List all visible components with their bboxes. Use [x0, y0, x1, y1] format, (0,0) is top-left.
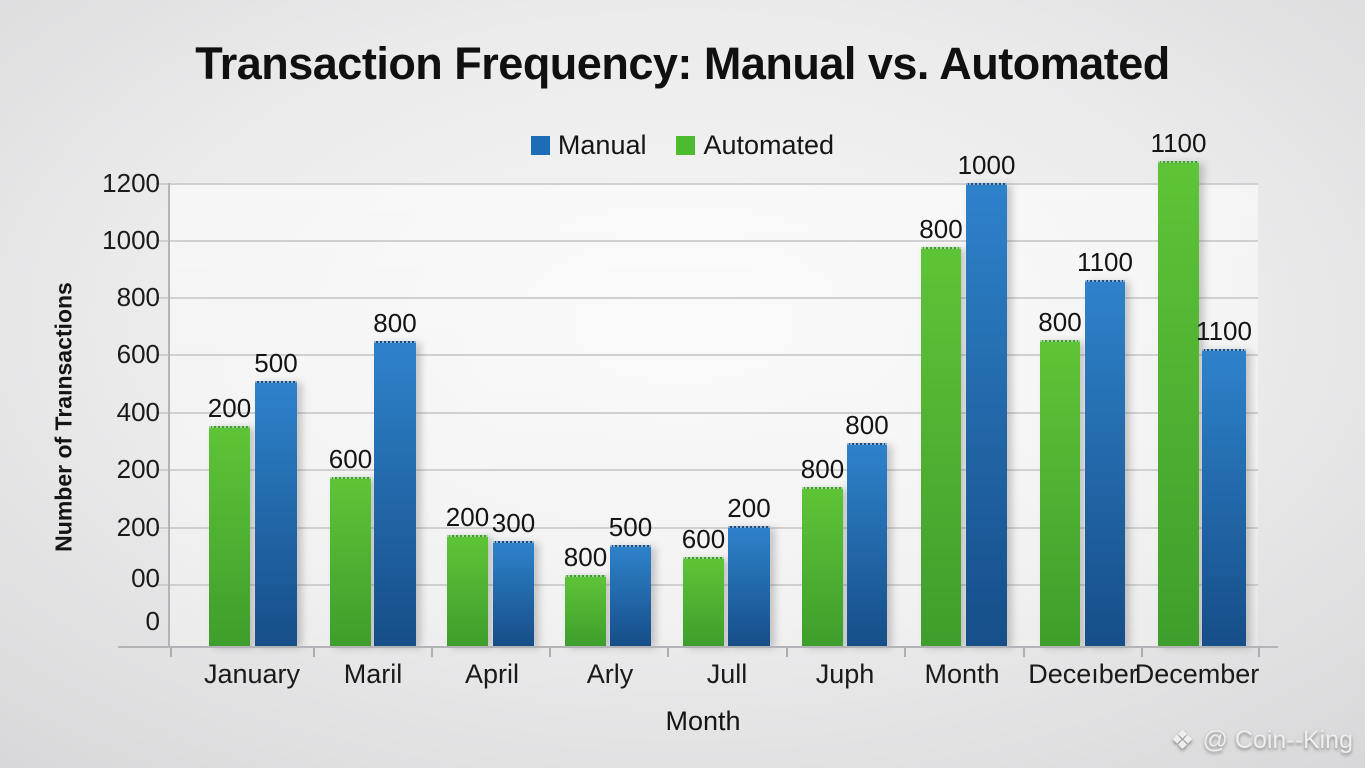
y-tick-label: 400: [116, 397, 160, 427]
watermark: ❖ @ Coin--King: [1170, 726, 1353, 755]
manual-swatch-icon: [530, 136, 550, 155]
bar-value-label: 200: [727, 493, 771, 523]
bar-value-label: 800: [845, 410, 889, 440]
bar-december-automated: [1158, 161, 1199, 646]
x-category-label: January: [203, 659, 301, 689]
y-tick-label: 1000: [102, 225, 160, 255]
x-category-label: Month: [924, 659, 1000, 689]
bar-value-label: 500: [608, 512, 653, 542]
bar-value-label: 1100: [1196, 316, 1252, 346]
x-category-label: Maril: [343, 659, 403, 689]
gridline: [156, 297, 1258, 299]
bar-jull-automated: [683, 557, 724, 646]
bar-value-label: 600: [328, 444, 373, 474]
y-tick-label: 00: [131, 563, 160, 593]
gridline: [156, 469, 1258, 471]
bar-juph-automated: [802, 487, 843, 646]
y-tick-label: 200: [116, 454, 160, 484]
bar-value-label: 800: [1038, 307, 1082, 337]
binance-diamond-icon: ❖: [1170, 725, 1195, 755]
x-tick-mark: [431, 648, 433, 657]
bar-deceıber-automated: [1040, 340, 1080, 646]
y-axis-line: [168, 183, 170, 648]
bar-arly-automated: [565, 575, 606, 646]
x-tick-mark: [904, 648, 906, 657]
bar-december-manual: [1202, 349, 1246, 646]
bar-value-label: 200: [445, 502, 490, 532]
x-tick-mark: [549, 648, 551, 657]
gridline: [156, 240, 1258, 242]
gridline: [156, 183, 1258, 185]
bar-month-manual: [966, 183, 1007, 646]
bar-january-automated: [209, 426, 250, 646]
x-tick-mark: [667, 648, 669, 657]
gridline: [156, 527, 1258, 529]
bar-value-label: 300: [491, 508, 536, 538]
x-axis-title: Month: [665, 706, 741, 736]
plot-area: 200 500 600 800 200 300 800 500 600 200 800 800 800 1…: [156, 129, 1258, 646]
legend-item-manual: Manual: [530, 130, 647, 161]
x-category-label: Arly: [586, 659, 634, 689]
chart-title: Transaction Frequency: Manual vs. Automa…: [195, 38, 1170, 89]
x-tick-mark: [786, 648, 788, 657]
x-tick-mark: [313, 648, 315, 657]
bar-january-manual: [255, 381, 297, 646]
gridline: [156, 354, 1258, 356]
bar-april-automated: [447, 535, 488, 646]
bar-april-manual: [493, 541, 534, 646]
x-category-label: Jull: [706, 659, 748, 689]
legend-label-manual: Manual: [557, 130, 647, 160]
x-tick-mark: [1023, 648, 1025, 657]
bar-value-label: 800: [919, 214, 963, 244]
x-tick-mark: [1258, 648, 1260, 657]
bar-maril-automated: [330, 477, 371, 646]
x-category-label: December: [1134, 659, 1260, 689]
x-tick-mark: [1141, 648, 1143, 657]
y-tick-label: 0: [145, 606, 160, 636]
watermark-text: @ Coin--King: [1202, 726, 1353, 754]
gridline: [156, 412, 1258, 414]
bar-juph-manual: [847, 443, 887, 646]
bar-value-label: 500: [254, 348, 298, 378]
x-category-label: April: [464, 659, 520, 689]
bar-value-label: 800: [800, 454, 845, 484]
bar-jull-manual: [728, 526, 770, 646]
bar-value-label: 1100: [1150, 128, 1207, 158]
bar-value-label: 600: [681, 524, 726, 554]
legend-item-automated: Automated: [676, 130, 834, 161]
y-tick-label: 800: [116, 282, 160, 312]
bar-maril-manual: [374, 341, 416, 646]
bar-value-label: 200: [207, 393, 252, 423]
x-tick-mark: [170, 648, 172, 657]
y-tick-label: 1200: [102, 168, 160, 198]
chart-legend: Manual Automated: [0, 130, 1365, 161]
x-axis-line: [118, 646, 1278, 648]
bar-value-label: 800: [373, 308, 417, 338]
bar-deceıber-manual: [1085, 280, 1125, 646]
y-tick-label: 600: [116, 339, 160, 369]
legend-label-automated: Automated: [703, 130, 835, 160]
bar-value-label: 800: [563, 542, 608, 572]
x-category-label: Deceıber: [1028, 659, 1138, 689]
y-tick-label: 200: [116, 512, 160, 542]
bar-arly-manual: [610, 545, 651, 646]
bar-month-automated: [921, 247, 961, 646]
bar-value-label: 1100: [1077, 247, 1133, 277]
x-category-label: Juph: [815, 659, 875, 689]
bar-value-label: 1000: [957, 150, 1016, 180]
automated-swatch-icon: [676, 136, 696, 155]
